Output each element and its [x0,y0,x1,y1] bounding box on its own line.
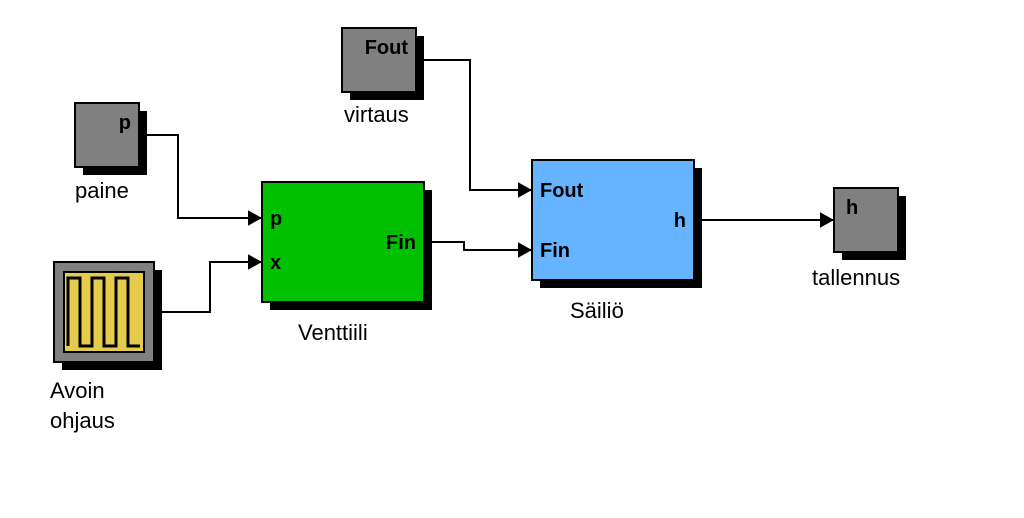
block-sailio[interactable]: Fout Fin h Säiliö [532,160,702,323]
connection-2 [424,242,532,258]
port-label: h [846,197,858,219]
block-virtaus[interactable]: Fout virtaus [342,28,424,127]
block-caption: paine [75,178,129,203]
block-venttiili[interactable]: px Fin Venttiili [262,182,432,345]
svg-text:ohjaus: ohjaus [50,408,115,433]
svg-text:Fin: Fin [540,240,570,262]
svg-text:Fin: Fin [386,232,416,254]
svg-text:Fout: Fout [540,180,584,202]
connection-4 [694,212,834,227]
block-caption: tallennus [812,265,900,290]
block-tallennus[interactable]: h tallennus [812,188,906,290]
block-avoin-ohjaus[interactable]: Avoin ohjaus [50,262,162,433]
block-caption: Säiliö [570,298,624,323]
svg-text:x: x [270,252,281,274]
connection-3 [416,60,532,198]
block-paine[interactable]: p paine [75,103,147,203]
port-label: p [119,112,131,134]
connection-1 [154,254,262,312]
block-caption: Venttiili [298,320,368,345]
block-diagram: ppaineFoutvirtausAvoinohjauspxFinVenttii… [0,0,1024,518]
port-label: Fout [365,37,409,59]
svg-text:Avoin: Avoin [50,378,105,403]
connection-0 [139,135,262,226]
block-caption: virtaus [344,102,409,127]
svg-text:p: p [270,208,282,230]
svg-text:h: h [674,210,686,232]
